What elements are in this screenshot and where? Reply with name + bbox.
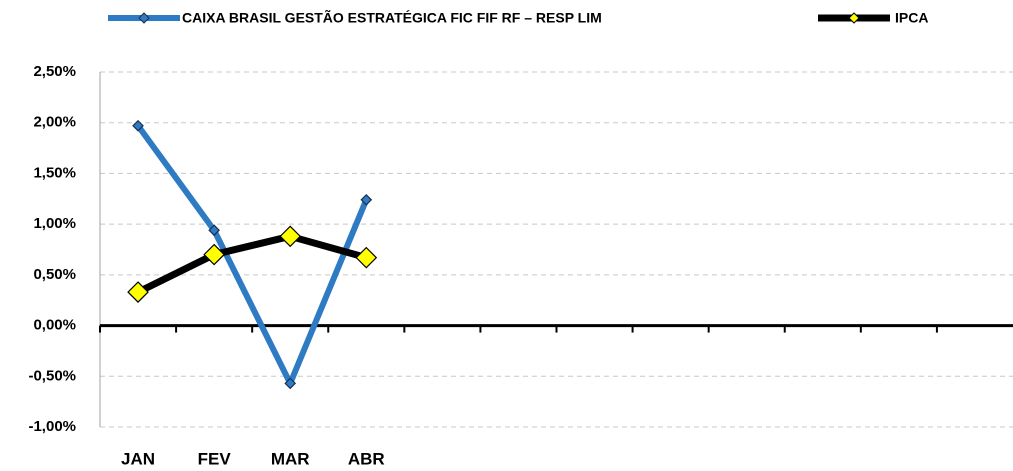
point-marker	[203, 243, 225, 266]
point-marker	[132, 119, 144, 132]
point-marker	[279, 225, 302, 248]
legend-marker	[138, 12, 150, 24]
x-tick-label: JAN	[121, 449, 155, 468]
y-tick-label: 0,00%	[33, 317, 76, 334]
series-line	[135, 123, 370, 387]
y-tick-label: -0,50%	[28, 367, 76, 384]
legend-marker	[848, 12, 860, 24]
y-tick-label: 1,50%	[33, 164, 76, 181]
point-marker	[208, 224, 220, 237]
point-marker	[360, 193, 373, 206]
legend-label: IPCA	[895, 10, 928, 26]
point-marker	[127, 281, 149, 303]
legend-label: CAIXA BRASIL GESTÃO ESTRATÉGICA FIC FIF …	[182, 9, 602, 26]
y-tick-label: 2,00%	[33, 114, 76, 131]
x-tick-label: ABR	[348, 449, 385, 468]
y-tick-label: 2,50%	[33, 63, 76, 80]
point-marker	[284, 377, 297, 390]
y-tick-label: 0,50%	[33, 266, 76, 283]
y-tick-label: 1,00%	[33, 215, 76, 232]
x-tick-label: MAR	[271, 449, 310, 468]
point-marker	[355, 246, 378, 269]
y-tick-label: -1,00%	[28, 418, 76, 435]
x-tick-label: FEV	[198, 449, 232, 468]
series-line	[136, 232, 368, 296]
